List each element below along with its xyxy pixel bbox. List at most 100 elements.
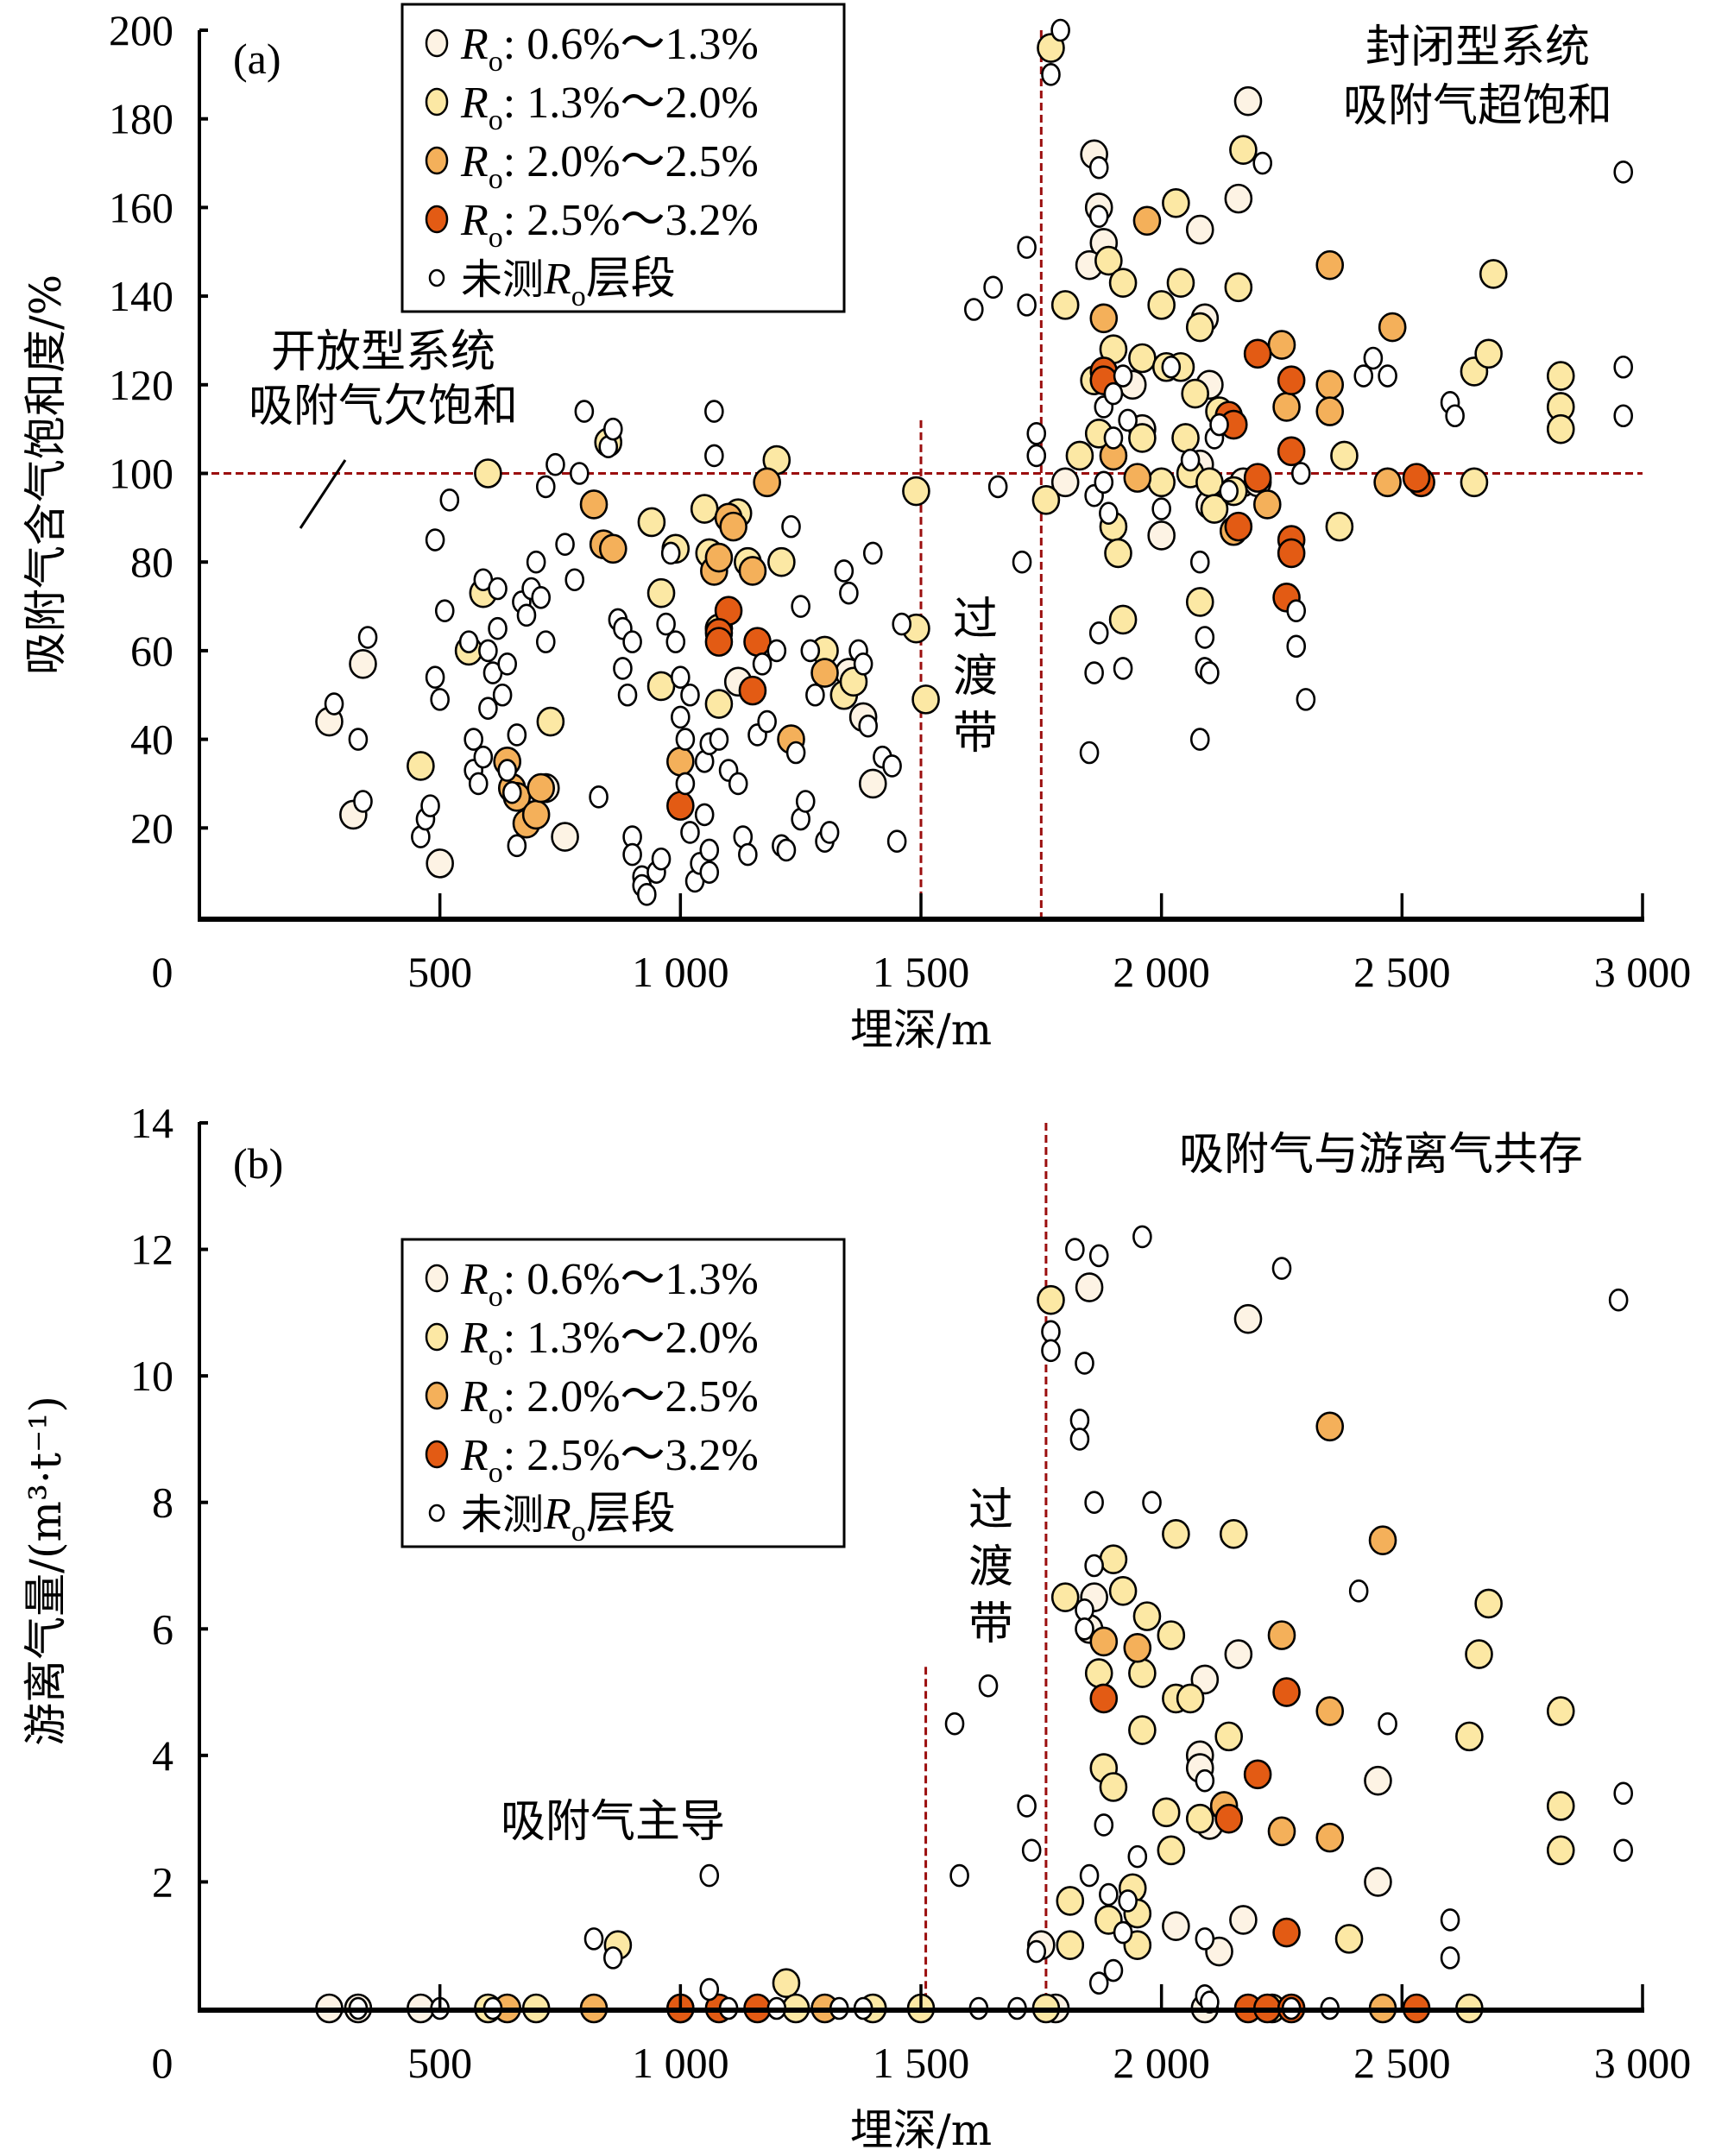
legend-box	[400, 1238, 846, 1548]
data-point	[488, 616, 508, 640]
data-point	[1065, 440, 1094, 471]
data-point	[407, 751, 435, 781]
data-point	[1031, 485, 1061, 515]
data-point	[1224, 1639, 1253, 1669]
data-point	[1176, 1683, 1205, 1714]
data-point	[795, 790, 816, 813]
data-point	[665, 630, 686, 653]
x-tick-label: 500	[407, 2039, 472, 2087]
y-tick-label: 20	[130, 804, 173, 852]
data-point	[531, 585, 552, 609]
data-point	[699, 1863, 720, 1888]
tick-labels: 0 500 1 000 1 500 2 000 2 500 3 000 20 40 60 80 100…	[109, 6, 1691, 996]
data-point	[766, 639, 787, 663]
data-point	[613, 657, 633, 680]
data-points	[315, 18, 1634, 906]
data-point	[1334, 1924, 1364, 1954]
legend-marker	[425, 87, 449, 117]
panel-label: (a)	[233, 35, 281, 83]
data-point	[1017, 1794, 1037, 1818]
data-point	[660, 541, 681, 565]
data-point	[709, 728, 729, 751]
data-point	[1479, 259, 1508, 289]
data-point	[882, 754, 902, 778]
data-point	[1012, 550, 1032, 574]
data-point	[704, 627, 734, 657]
x-axis-title: 埋深/m	[850, 2105, 992, 2155]
data-point	[1103, 426, 1124, 450]
data-point	[348, 728, 369, 751]
data-point	[603, 1946, 623, 1970]
legend-marker	[428, 268, 445, 287]
data-point	[987, 475, 1008, 499]
data-point	[805, 683, 825, 707]
data-point	[1267, 330, 1296, 360]
data-point	[1613, 1838, 1634, 1863]
data-point	[1224, 183, 1253, 214]
data-point	[772, 1968, 801, 1998]
data-point	[1460, 467, 1489, 498]
data-point	[757, 709, 777, 734]
x-tick-label: 2 500	[1353, 2039, 1451, 2087]
data-point	[1445, 404, 1465, 428]
data-point	[1330, 440, 1359, 471]
data-point	[1026, 1939, 1047, 1964]
data-point	[819, 821, 840, 844]
data-point	[1171, 423, 1200, 453]
axes	[198, 1121, 1644, 2013]
data-point	[1132, 1225, 1152, 1249]
data-point	[1271, 1257, 1292, 1280]
data-point	[1243, 1759, 1272, 1790]
data-point	[983, 275, 1003, 299]
data-point	[1088, 155, 1109, 180]
y-tick-label: 40	[130, 716, 173, 764]
data-point	[426, 848, 454, 879]
annotation-text: 带	[953, 708, 998, 760]
y-tick-label: 140	[109, 272, 173, 320]
data-point	[474, 458, 502, 489]
legend-label: Ro: 2.5%～3.2%	[460, 1431, 759, 1489]
x-tick-label: 1 500	[873, 948, 970, 996]
annotation-text: 渡	[968, 1541, 1013, 1593]
data-point	[1613, 1781, 1634, 1806]
data-point	[1075, 1352, 1094, 1375]
data-point	[666, 791, 695, 821]
data-point	[1037, 1284, 1065, 1315]
data-point	[1243, 463, 1272, 493]
data-point	[781, 514, 801, 539]
data-point	[1546, 1696, 1575, 1726]
data-point	[892, 612, 912, 636]
data-point	[1233, 85, 1263, 117]
data-point	[488, 577, 508, 601]
data-point	[1195, 626, 1215, 649]
data-point	[1075, 1598, 1094, 1622]
x-tick-label: 2 000	[1113, 948, 1210, 996]
data-point	[704, 400, 724, 423]
data-point	[1277, 538, 1306, 569]
data-point	[637, 883, 657, 906]
data-point	[858, 768, 887, 799]
data-point	[1224, 272, 1253, 303]
data-point	[1088, 1971, 1109, 1995]
data-point	[501, 780, 522, 804]
data-point	[776, 838, 797, 862]
data-point	[353, 790, 373, 813]
legend-marker	[425, 205, 449, 234]
annotation-pointer	[299, 459, 347, 529]
data-point	[1229, 135, 1258, 165]
annotation-text: 渡	[953, 651, 998, 703]
series-4	[324, 18, 1634, 906]
data-point	[704, 689, 734, 719]
legend-label: Ro: 1.3%～2.0%	[460, 79, 759, 136]
data-point	[564, 568, 585, 592]
data-point	[1315, 1822, 1345, 1853]
data-point	[1348, 1579, 1369, 1603]
data-point	[651, 847, 672, 871]
data-point	[599, 533, 627, 564]
data-point	[551, 822, 579, 852]
data-point	[555, 533, 575, 556]
data-point	[671, 705, 691, 729]
y-tick-label: 180	[109, 95, 173, 143]
annotation-text: 吸附气主导	[501, 1796, 725, 1848]
data-point	[516, 603, 537, 627]
